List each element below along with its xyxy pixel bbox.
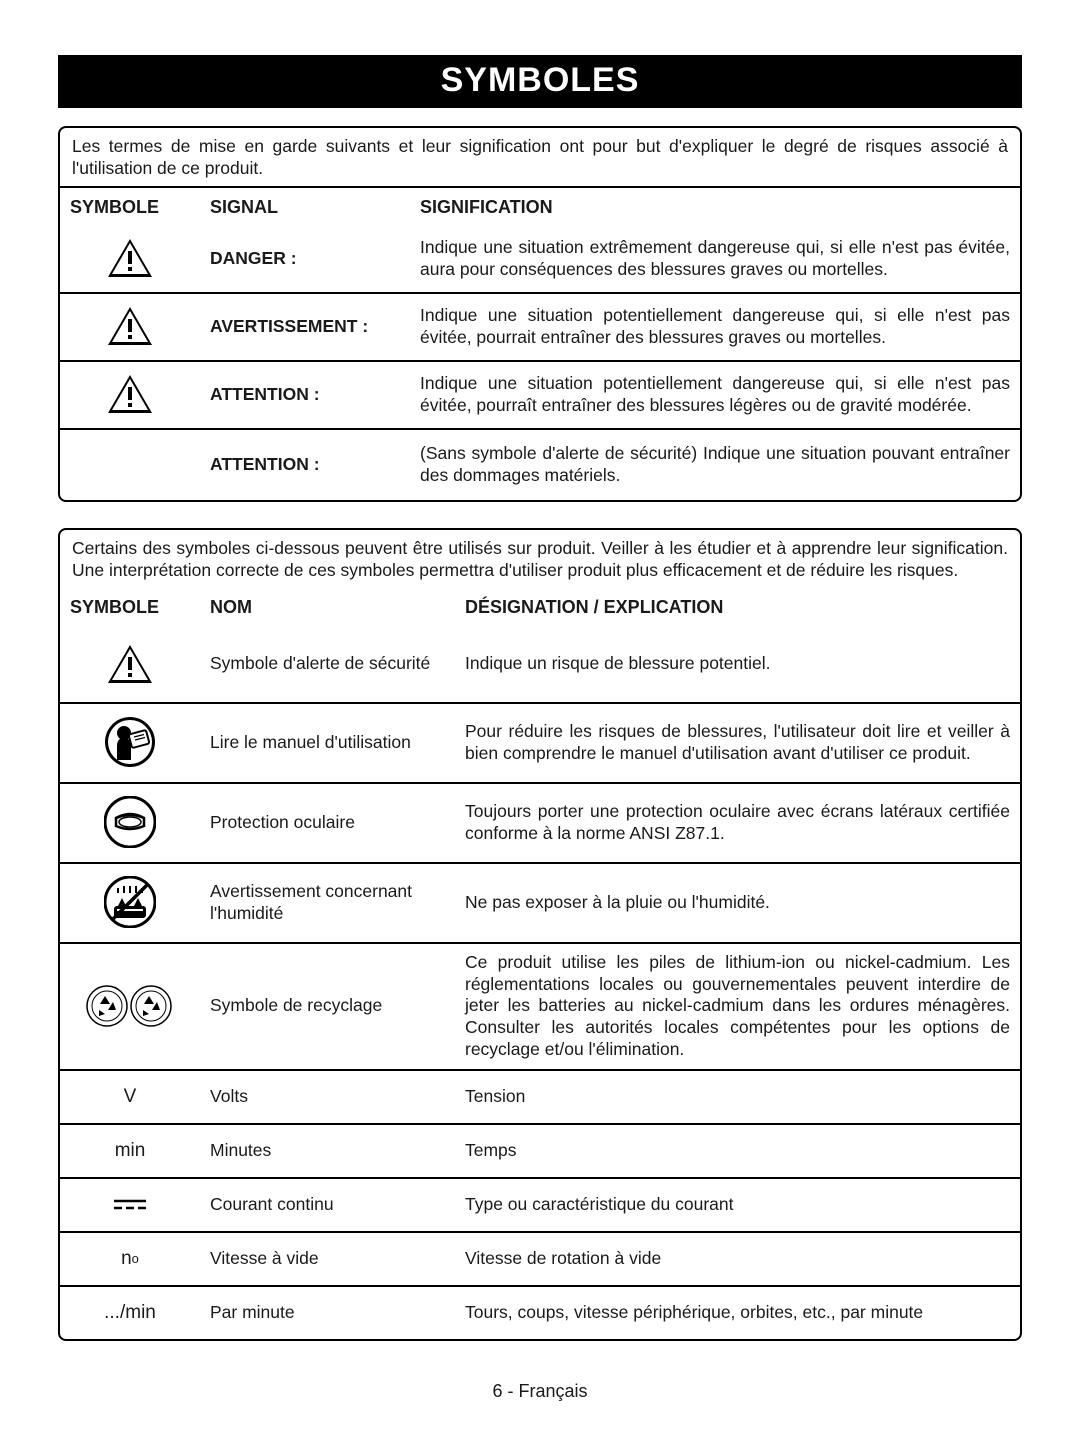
explanation-text: Indique un risque de blessure potentiel. (455, 626, 1020, 703)
signal-word: AVERTISSEMENT : (200, 293, 410, 361)
explanation-text: Type ou caractéristique du courant (455, 1178, 1020, 1232)
symbols-block: Certains des symboles ci-dessous peuvent… (58, 528, 1022, 1341)
table-row: Avertissement concernant l'humiditéNe pa… (60, 863, 1020, 943)
symbols-table: SYMBOLE NOM DÉSIGNATION / EXPLICATION Sy… (60, 588, 1020, 1340)
col-header: SYMBOLE (60, 588, 200, 627)
col-header: DÉSIGNATION / EXPLICATION (455, 588, 1020, 627)
explanation-text: Vitesse de rotation à vide (455, 1232, 1020, 1286)
table-row: min MinutesTemps (60, 1124, 1020, 1178)
symbol-name: Volts (200, 1070, 455, 1124)
signal-word: ATTENTION : (200, 361, 410, 429)
table-row: .../min Par minuteTours, coups, vitesse p… (60, 1286, 1020, 1339)
eye-protection-icon (104, 796, 156, 848)
symbols-intro: Certains des symboles ci-dessous peuvent… (60, 530, 1020, 588)
alert-triangle-icon (107, 644, 153, 684)
explanation-text: Toujours porter une protection oculaire … (455, 783, 1020, 863)
explanation-text: Pour réduire les risques de blessures, l… (455, 703, 1020, 783)
signal-word: ATTENTION : (200, 429, 410, 500)
table-row: Symbole d'alerte de sécuritéIndique un r… (60, 626, 1020, 703)
symbol-name: Minutes (200, 1124, 455, 1178)
signification-text: (Sans symbole d'alerte de sécurité) Indi… (410, 429, 1020, 500)
symbol-name: Protection oculaire (200, 783, 455, 863)
col-header: SYMBOLE (60, 188, 200, 227)
table-row: ATTENTION :Indique une situation potenti… (60, 361, 1020, 429)
table-row: DANGER :Indique une situation extrêmemen… (60, 226, 1020, 293)
explanation-text: Tours, coups, vitesse périphérique, orbi… (455, 1286, 1020, 1339)
symbol-name: Lire le manuel d'utilisation (200, 703, 455, 783)
signal-words-block: Les termes de mise en garde suivants et … (58, 126, 1022, 502)
text-symbol: min (70, 1133, 190, 1169)
symbol-name: Courant continu (200, 1178, 455, 1232)
table-row: Courant continuType ou caractéristique d… (60, 1178, 1020, 1232)
explanation-text: Tension (455, 1070, 1020, 1124)
table-row: Protection oculaireToujours porter une p… (60, 783, 1020, 863)
symbol-name: Vitesse à vide (200, 1232, 455, 1286)
explanation-text: Ne pas exposer à la pluie ou l'humidité. (455, 863, 1020, 943)
recycle-seals-icon (85, 982, 175, 1030)
signal-word: DANGER : (200, 226, 410, 293)
alert-triangle-icon (107, 238, 153, 278)
signification-text: Indique une situation potentiellement da… (410, 361, 1020, 429)
col-header: SIGNAL (200, 188, 410, 227)
alert-triangle-icon (107, 374, 153, 414)
table-row: no Vitesse à videVitesse de rotation à vi… (60, 1232, 1020, 1286)
table-row: Lire le manuel d'utilisationPour réduire… (60, 703, 1020, 783)
page-title: SYMBOLES (58, 55, 1022, 108)
col-header: NOM (200, 588, 455, 627)
table-row: ATTENTION :(Sans symbole d'alerte de séc… (60, 429, 1020, 500)
text-symbol: V (70, 1079, 190, 1115)
page-footer: 6 - Français (58, 1381, 1022, 1402)
signal-intro: Les termes de mise en garde suivants et … (60, 128, 1020, 188)
read-manual-icon (104, 716, 156, 768)
table-row: AVERTISSEMENT :Indique une situation pot… (60, 293, 1020, 361)
alert-triangle-icon (107, 306, 153, 346)
signification-text: Indique une situation extrêmement danger… (410, 226, 1020, 293)
symbol-name: Symbole de recyclage (200, 943, 455, 1070)
symbol-name: Avertissement concernant l'humidité (200, 863, 455, 943)
explanation-text: Temps (455, 1124, 1020, 1178)
symbol-name: Symbole d'alerte de sécurité (200, 626, 455, 703)
signification-text: Indique une situation potentiellement da… (410, 293, 1020, 361)
col-header: SIGNIFICATION (410, 188, 1020, 227)
dc-current-icon (110, 1196, 150, 1214)
symbol-name: Par minute (200, 1286, 455, 1339)
signal-table: SYMBOLE SIGNAL SIGNIFICATION DANGER :Ind… (60, 188, 1020, 500)
text-symbol: no (70, 1241, 190, 1277)
table-row: Symbole de recyclageCe produit utilise l… (60, 943, 1020, 1070)
table-row: V VoltsTension (60, 1070, 1020, 1124)
explanation-text: Ce produit utilise les piles de lithium-… (455, 943, 1020, 1070)
text-symbol: .../min (70, 1295, 190, 1331)
wet-warning-icon (104, 876, 156, 928)
